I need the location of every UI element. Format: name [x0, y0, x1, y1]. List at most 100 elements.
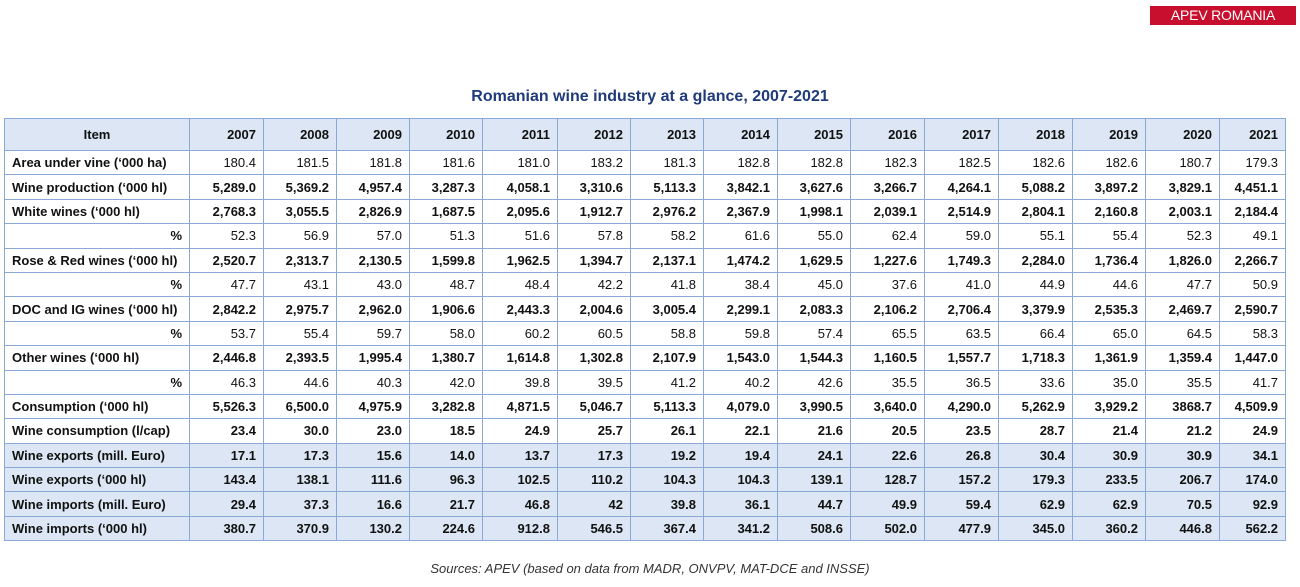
table-cell: 4,975.9: [336, 393, 410, 420]
table-cell: 477.9: [924, 515, 999, 542]
column-header-year: 2011: [482, 118, 558, 151]
table-cell: 38.4: [703, 271, 778, 298]
column-header-year: 2016: [850, 118, 925, 151]
table-cell: 4,264.1: [924, 174, 999, 200]
table-cell: 45.0: [777, 271, 851, 298]
table-cell: 2,004.6: [557, 296, 631, 322]
table-cell: 157.2: [924, 467, 999, 493]
table-cell: 42.2: [557, 271, 631, 298]
column-header-year: 2007: [189, 118, 264, 151]
table-cell: 2,313.7: [263, 247, 337, 273]
table-cell: 1,227.6: [850, 247, 925, 273]
table-cell: 1,826.0: [1145, 247, 1220, 273]
table-cell: 41.0: [924, 271, 999, 298]
table-cell: 562.2: [1219, 515, 1286, 542]
table-cell: 1,962.5: [482, 247, 558, 273]
table-cell: 70.5: [1145, 491, 1220, 517]
table-cell: 1,749.3: [924, 247, 999, 273]
table-cell: 66.4: [998, 320, 1073, 347]
table-cell: 4,509.9: [1219, 393, 1286, 420]
table-cell: 102.5: [482, 467, 558, 493]
table-cell: 180.4: [189, 149, 264, 176]
table-cell: 14.0: [409, 442, 483, 469]
table-cell: 130.2: [336, 515, 410, 542]
table-cell: 2,003.1: [1145, 198, 1220, 225]
table-cell: 2,975.7: [263, 296, 337, 322]
table-cell: 1,302.8: [557, 345, 631, 371]
table-cell: 51.3: [409, 223, 483, 249]
row-label: %: [4, 320, 190, 347]
table-cell: 174.0: [1219, 467, 1286, 493]
column-header-year: 2020: [1145, 118, 1220, 151]
table-cell: 3,266.7: [850, 174, 925, 200]
column-header-year: 2009: [336, 118, 410, 151]
table-cell: 52.3: [189, 223, 264, 249]
table-cell: 1,361.9: [1072, 345, 1146, 371]
table-cell: 2,590.7: [1219, 296, 1286, 322]
table-cell: 2,768.3: [189, 198, 264, 225]
table-cell: 44.7: [777, 491, 851, 517]
table-cell: 179.3: [1219, 149, 1286, 176]
table-cell: 182.6: [1072, 149, 1146, 176]
table-cell: 502.0: [850, 515, 925, 542]
table-cell: 3868.7: [1145, 393, 1220, 420]
table-cell: 21.2: [1145, 418, 1220, 444]
table-cell: 341.2: [703, 515, 778, 542]
table-cell: 5,289.0: [189, 174, 264, 200]
table-cell: 43.1: [263, 271, 337, 298]
page-title: Romanian wine industry at a glance, 2007…: [471, 88, 829, 105]
table-cell: 180.7: [1145, 149, 1220, 176]
table-cell: 2,083.3: [777, 296, 851, 322]
row-label: White wines (‘000 hl): [4, 198, 190, 225]
table-cell: 55.1: [998, 223, 1073, 249]
table-cell: 2,514.9: [924, 198, 999, 225]
table-cell: 26.8: [924, 442, 999, 469]
table-cell: 2,107.9: [630, 345, 704, 371]
table-cell: 39.8: [630, 491, 704, 517]
table-cell: 3,842.1: [703, 174, 778, 200]
table-cell: 17.3: [557, 442, 631, 469]
table-cell: 2,367.9: [703, 198, 778, 225]
table-cell: 111.6: [336, 467, 410, 493]
table-row: Wine imports (mill. Euro) 29.4 37.3 16.6 21.…: [4, 491, 1286, 517]
table-cell: 104.3: [703, 467, 778, 493]
table-cell: 60.2: [482, 320, 558, 347]
table-cell: 57.8: [557, 223, 631, 249]
table-cell: 224.6: [409, 515, 483, 542]
table-cell: 43.0: [336, 271, 410, 298]
table-cell: 24.9: [482, 418, 558, 444]
table-cell: 41.7: [1219, 369, 1286, 395]
table-cell: 1,718.3: [998, 345, 1073, 371]
table-cell: 5,113.3: [630, 393, 704, 420]
table-cell: 2,137.1: [630, 247, 704, 273]
table-cell: 35.5: [850, 369, 925, 395]
source-note: Sources: APEV (based on data from MADR, …: [430, 561, 870, 576]
table-cell: 1,995.4: [336, 345, 410, 371]
table-cell: 17.3: [263, 442, 337, 469]
table-cell: 61.6: [703, 223, 778, 249]
table-cell: 42.0: [409, 369, 483, 395]
table-row: % 52.3 56.9 57.0 51.3 51.6 57.8 58.2 61.6 55.0 62.…: [4, 223, 1286, 249]
table-cell: 21.7: [409, 491, 483, 517]
column-header-year: 2010: [409, 118, 483, 151]
table-cell: 36.1: [703, 491, 778, 517]
table-cell: 345.0: [998, 515, 1073, 542]
column-header-year: 2019: [1072, 118, 1146, 151]
table-cell: 24.9: [1219, 418, 1286, 444]
row-label: Consumption (‘000 hl): [4, 393, 190, 420]
table-cell: 46.3: [189, 369, 264, 395]
table-cell: 1,687.5: [409, 198, 483, 225]
table-cell: 2,299.1: [703, 296, 778, 322]
table-cell: 19.2: [630, 442, 704, 469]
row-label: Wine production (‘000 hl): [4, 174, 190, 200]
table-cell: 56.9: [263, 223, 337, 249]
table-cell: 49.9: [850, 491, 925, 517]
column-header-year: 2012: [557, 118, 631, 151]
table-cell: 2,804.1: [998, 198, 1073, 225]
table-cell: 2,962.0: [336, 296, 410, 322]
table-cell: 182.3: [850, 149, 925, 176]
table-cell: 2,266.7: [1219, 247, 1286, 273]
table-row: DOC and IG wines (‘000 hl) 2,842.2 2,975.7…: [4, 296, 1286, 322]
row-label: Area under vine (‘000 ha): [4, 149, 190, 176]
row-label: Wine imports (mill. Euro): [4, 491, 190, 517]
